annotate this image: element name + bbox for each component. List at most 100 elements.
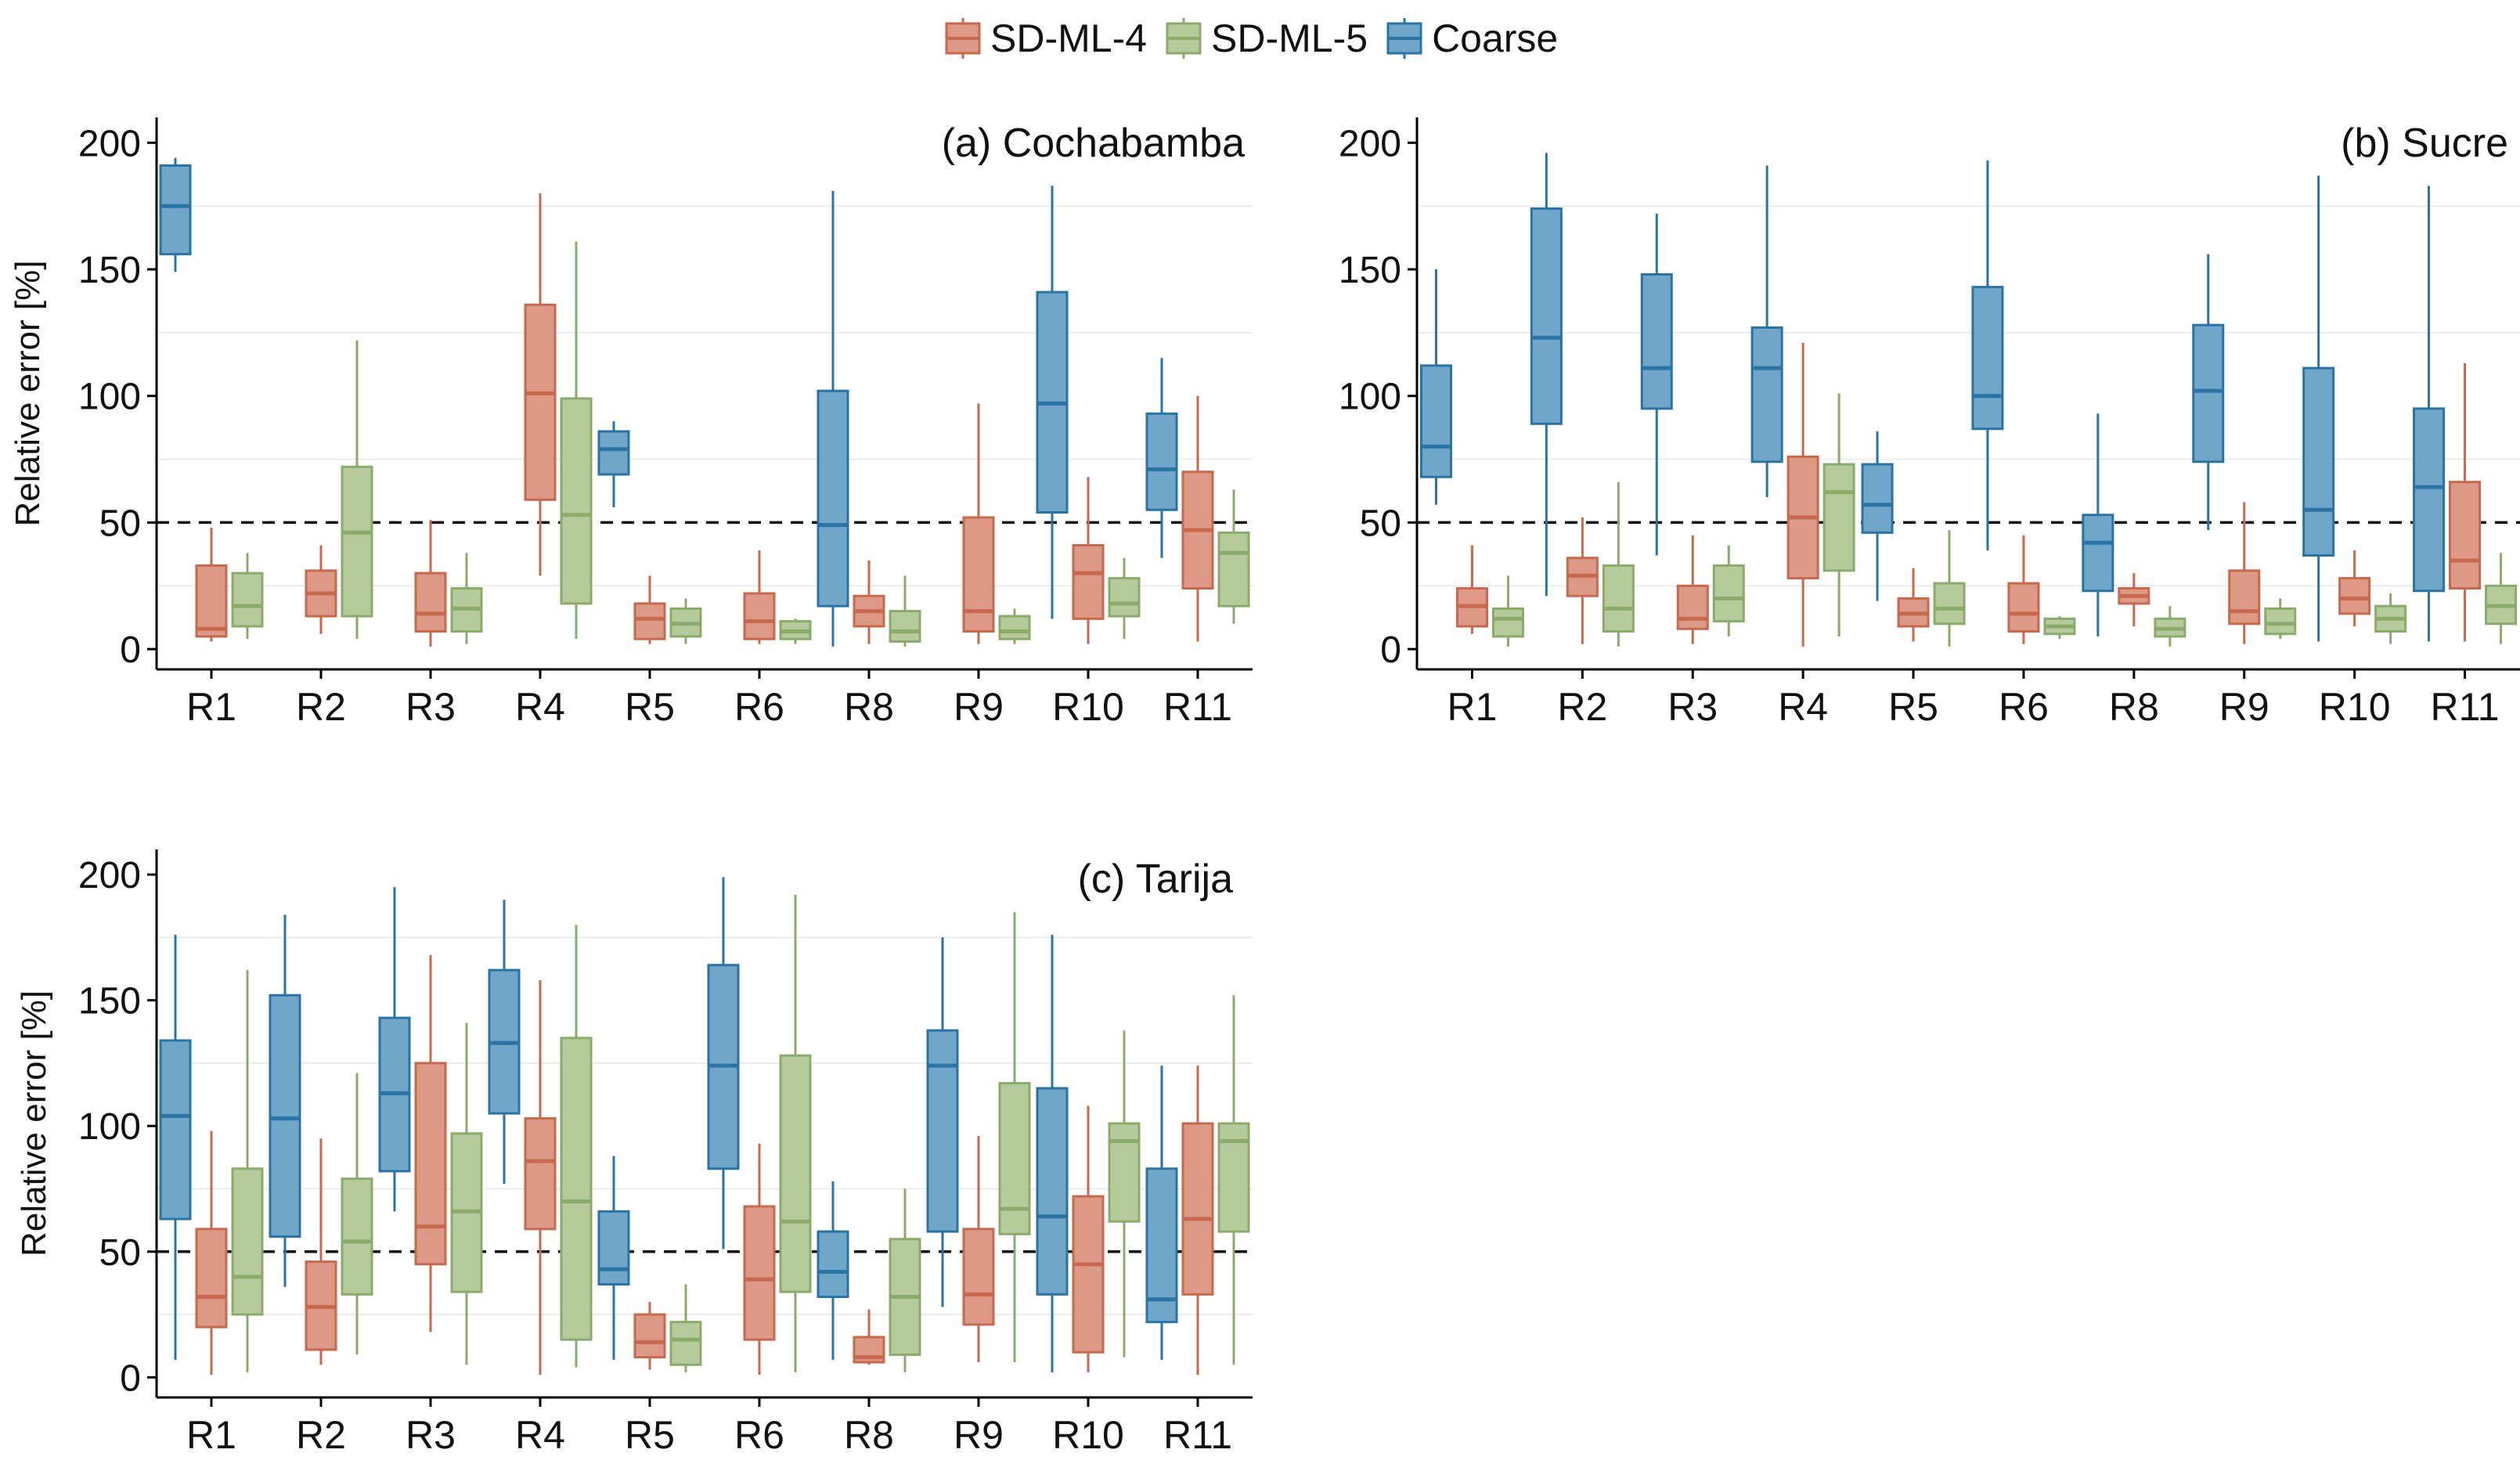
box-iqr <box>1217 531 1250 608</box>
box-sd-ml-4-r11 <box>1181 395 1214 642</box>
box-iqr <box>633 1313 666 1359</box>
x-tick-label: R11 <box>2431 685 2500 729</box>
x-tick-label: R6 <box>734 1413 784 1457</box>
legend-label: SD-ML-4 <box>990 16 1148 60</box>
box-coarse-r11 <box>2413 186 2446 642</box>
y-tick-label: 0 <box>120 1358 141 1399</box>
box-coarse-r10 <box>1036 935 1069 1372</box>
box-iqr <box>1072 544 1105 620</box>
box-iqr <box>2192 323 2225 463</box>
box-iqr <box>817 389 849 608</box>
box-sd-ml-5-r3 <box>1712 545 1745 636</box>
box-sd-ml-4-r4 <box>524 979 557 1376</box>
box-coarse-r1 <box>1419 269 1452 505</box>
box-iqr <box>1072 1195 1105 1354</box>
box-sd-ml-5-r10 <box>1108 1030 1141 1358</box>
x-tick-label: R3 <box>406 685 456 729</box>
x-tick-label: R6 <box>734 685 784 729</box>
x-tick-label: R5 <box>625 685 675 729</box>
y-tick-label: 150 <box>78 250 141 291</box>
x-tick-label: R1 <box>186 1413 236 1457</box>
box-sd-ml-5-r1 <box>1491 575 1524 647</box>
box-iqr <box>1933 582 1966 626</box>
y-tick-label: 100 <box>78 377 141 418</box>
legend-item-coarse: Coarse <box>1385 16 1558 61</box>
box-sd-ml-4-r1 <box>195 1130 228 1376</box>
x-tick-label: R1 <box>1447 685 1497 729</box>
box-sd-ml-4-r4 <box>524 193 557 576</box>
box-iqr <box>1750 326 1783 463</box>
y-tick-label: 200 <box>1339 123 1401 164</box>
box-sd-ml-4-r9 <box>2228 502 2261 644</box>
box-sd-ml-5-r8 <box>889 575 921 647</box>
box-iqr <box>669 1321 702 1366</box>
legend-item-sd-ml-5: SD-ML-5 <box>1164 16 1368 61</box>
x-tick-label: R4 <box>515 685 565 729</box>
x-tick-label: R9 <box>954 1413 1004 1457</box>
box-coarse-r8 <box>817 1181 849 1360</box>
x-tick-label: R4 <box>515 1413 565 1457</box>
box-iqr <box>524 303 557 501</box>
box-iqr <box>779 1054 812 1293</box>
legend-label: Coarse <box>1432 16 1559 60</box>
legend-label: SD-ML-5 <box>1211 16 1368 60</box>
box-sd-ml-5-r11 <box>2485 553 2518 644</box>
box-iqr <box>1145 412 1178 511</box>
box-iqr <box>597 430 630 476</box>
box-sd-ml-5-r9 <box>998 912 1031 1363</box>
box-sd-ml-5-r4 <box>1822 393 1855 636</box>
box-iqr <box>159 1039 192 1221</box>
box-sd-ml-5-r4 <box>560 241 593 640</box>
box-sd-ml-4-r6 <box>2007 535 2040 644</box>
box-sd-ml-5-r2 <box>341 1073 373 1355</box>
box-sd-ml-5-r1 <box>231 970 264 1372</box>
box-sd-ml-4-r2 <box>305 545 337 634</box>
box-coarse-r3 <box>378 887 411 1212</box>
box-iqr <box>1419 364 1452 478</box>
y-tick-label: 150 <box>1339 250 1401 291</box>
box-iqr <box>743 1205 776 1341</box>
y-tick-label: 0 <box>120 629 141 671</box>
box-coarse-r9 <box>2192 254 2225 531</box>
box-sd-ml-4-r9 <box>962 403 995 644</box>
x-tick-label: R10 <box>1052 1413 1124 1457</box>
box-coarse-r5 <box>597 421 630 508</box>
x-tick-label: R11 <box>1163 685 1232 729</box>
box-iqr <box>962 1228 995 1326</box>
box-sd-ml-4-r1 <box>195 527 228 642</box>
box-sd-ml-4-r6 <box>743 550 776 644</box>
box-sd-ml-4-r6 <box>743 1143 776 1376</box>
box-iqr <box>1712 564 1745 623</box>
legend-item-sd-ml-4: SD-ML-4 <box>943 16 1147 61</box>
box-iqr <box>414 1062 447 1266</box>
box-iqr <box>159 164 192 256</box>
box-iqr <box>998 1082 1031 1235</box>
box-iqr <box>1108 577 1141 618</box>
y-axis-label: Relative error [%] <box>15 990 53 1257</box>
box-iqr <box>1491 607 1524 638</box>
box-iqr <box>1676 584 1709 630</box>
box-coarse-r8 <box>2082 413 2114 636</box>
box-iqr <box>1145 1167 1178 1324</box>
box-sd-ml-4-r3 <box>414 954 447 1332</box>
box-iqr <box>2302 366 2335 557</box>
y-tick-label: 100 <box>1339 377 1401 418</box>
box-iqr <box>231 1167 264 1316</box>
box-iqr <box>743 592 776 640</box>
box-coarse-r3 <box>1640 213 1673 556</box>
x-tick-label: R2 <box>296 1413 346 1457</box>
panel-title: (a) Cochabamba <box>942 121 1245 166</box>
box-sd-ml-4-r1 <box>1455 545 1488 634</box>
legend-key-sd-ml-4 <box>943 17 982 59</box>
box-iqr <box>926 1029 959 1233</box>
box-iqr <box>1971 286 2004 431</box>
box-coarse-r1 <box>159 935 192 1360</box>
box-iqr <box>962 516 995 633</box>
chart-panel-1: 0 50 100 150 200 R1 R2 R3 R4 R5 R6 R8 R9 R10 R11 (a) Co… <box>9 117 1253 729</box>
box-sd-ml-4-r9 <box>962 1136 995 1363</box>
box-sd-ml-4-r10 <box>2338 550 2371 627</box>
box-sd-ml-5-r3 <box>450 1022 483 1365</box>
box-sd-ml-5-r2 <box>1602 481 1635 647</box>
box-iqr <box>1822 463 1855 572</box>
